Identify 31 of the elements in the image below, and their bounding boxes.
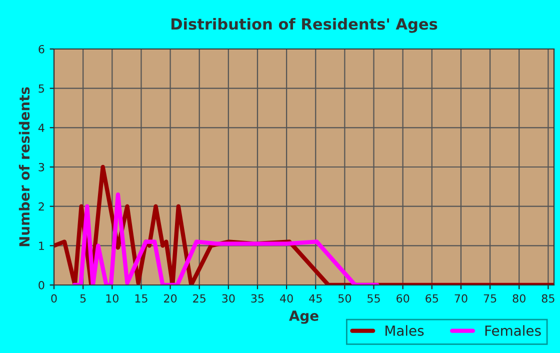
x-axis-title: Age xyxy=(289,310,318,324)
y-tick-label: 2 xyxy=(38,202,44,211)
x-tick-label: 35 xyxy=(251,294,264,303)
chart-title: Distribution of Residents' Ages xyxy=(171,18,438,33)
x-tick-label: 60 xyxy=(396,294,410,303)
legend-label: Males xyxy=(386,325,424,336)
y-tick-label: 1 xyxy=(39,242,44,250)
x-tick-label: 0 xyxy=(51,294,57,303)
x-tick-label: 80 xyxy=(512,294,526,303)
y-axis-title: Number of residents xyxy=(18,87,30,246)
y-tick-label: 0 xyxy=(38,280,44,290)
y-tick-label: 5 xyxy=(38,84,44,93)
x-tick-label: 85 xyxy=(542,294,554,303)
x-tick-label: 65 xyxy=(426,294,438,303)
line-series xyxy=(72,192,380,285)
x-tick-label: 50 xyxy=(338,294,352,303)
x-tick-label: 20 xyxy=(164,294,177,303)
x-tick-label: 75 xyxy=(484,294,496,303)
x-tick-label: 25 xyxy=(193,294,206,303)
x-tick-label: 55 xyxy=(368,294,380,303)
y-tick-label: 4 xyxy=(38,124,44,132)
x-tick-label: 40 xyxy=(280,294,293,303)
y-tick-label: 3 xyxy=(38,162,44,172)
legend-label: Females xyxy=(485,325,541,336)
x-tick-label: 15 xyxy=(135,294,148,303)
x-tick-label: 30 xyxy=(222,294,235,303)
y-tick-label: 6 xyxy=(38,44,44,54)
x-tick-label: 5 xyxy=(80,294,86,303)
x-tick-label: 45 xyxy=(309,294,322,303)
x-tick-label: 10 xyxy=(106,294,118,303)
x-tick-label: 70 xyxy=(454,294,468,303)
